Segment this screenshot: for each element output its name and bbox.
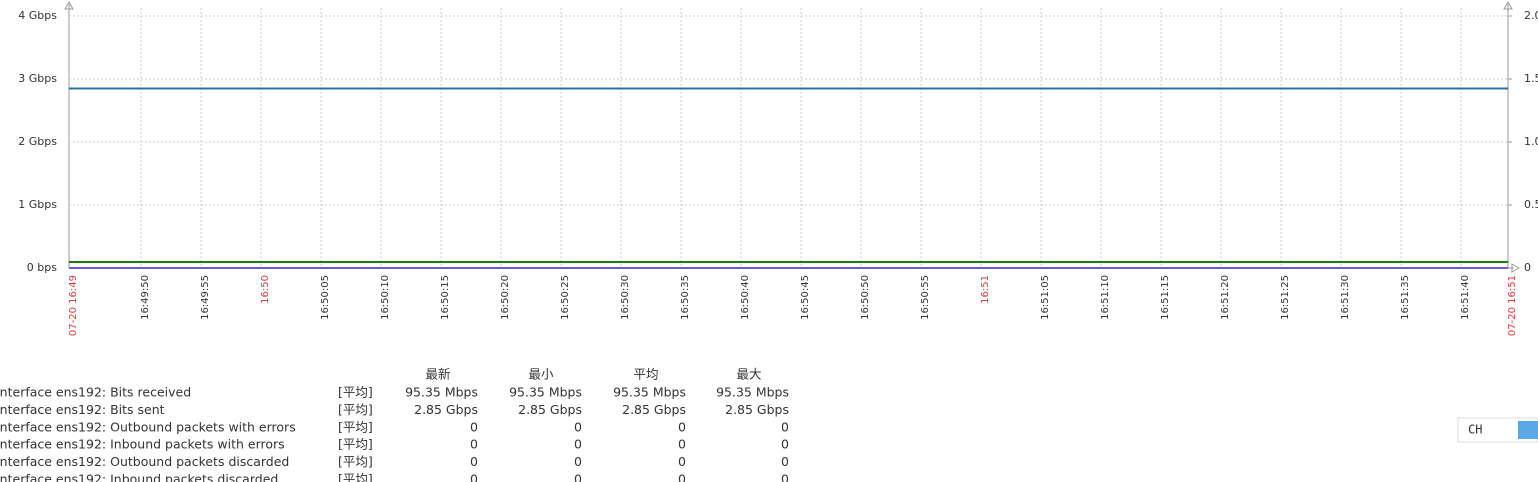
x-tick-label: 16:50:45 — [800, 275, 811, 320]
stat-value: 2.85 Gbps — [414, 402, 478, 417]
y-tick-label: 4 Gbps — [18, 9, 57, 22]
stat-value: 0 — [574, 472, 582, 482]
x-tick-label: 07-20 16:49 — [68, 275, 79, 336]
legend-function: [平均] — [338, 454, 373, 469]
stat-value: 95.35 Mbps — [509, 385, 582, 400]
y-tick-label: 3 Gbps — [18, 72, 57, 85]
ime-label: CH — [1468, 423, 1482, 437]
x-tick-label: 16:50:55 — [920, 275, 931, 320]
axis-arrow — [64, 0, 74, 10]
x-tick-label: 16:49:50 — [140, 275, 151, 320]
x-tick-label: 16:50:35 — [680, 275, 691, 320]
x-tick-label: 16:50 — [260, 275, 271, 304]
x-tick-label: 16:50:05 — [320, 275, 331, 320]
stats-header: 最新 — [425, 367, 450, 382]
legend-function: [平均] — [338, 472, 373, 482]
legend-function: [平均] — [338, 437, 373, 452]
x-tick-label: 16:50:15 — [440, 275, 451, 320]
y-tick-label: 2 Gbps — [18, 135, 57, 148]
ime-icon — [1518, 421, 1538, 439]
stat-value: 0 — [470, 437, 478, 452]
x-tick-label: 16:51:10 — [1100, 275, 1111, 320]
y-tick-label: 0 bps — [27, 261, 57, 274]
y-tick-label: 1 Gbps — [18, 198, 57, 211]
y2-tick-label: 0 — [1524, 261, 1531, 274]
x-tick-label: 16:50:10 — [380, 275, 391, 320]
stat-value: 2.85 Gbps — [622, 402, 686, 417]
stat-value: 0 — [781, 437, 789, 452]
stats-header: 平均 — [633, 367, 658, 382]
legend-name: Interface ens192: Outbound packets disca… — [0, 454, 289, 469]
x-tick-label: 16:49:55 — [200, 275, 211, 320]
stats-header: 最小 — [528, 367, 554, 382]
x-tick-label: 07-20 16:51 — [1507, 275, 1518, 336]
stat-value: 0 — [470, 472, 478, 482]
x-tick-label: 16:51:35 — [1400, 275, 1411, 320]
stat-value: 0 — [470, 454, 478, 469]
legend-name: Interface ens192: Inbound packets discar… — [0, 472, 278, 482]
x-tick-label: 16:51:05 — [1040, 275, 1051, 320]
legend-name: Interface ens192: Bits sent — [0, 402, 165, 417]
y2-tick-label: 1.5 — [1524, 72, 1538, 85]
stats-header: 最大 — [736, 367, 761, 382]
stat-value: 0 — [678, 454, 686, 469]
x-tick-label: 16:51:15 — [1160, 275, 1171, 320]
x-tick-label: 16:50:50 — [860, 275, 871, 320]
stat-value: 95.35 Mbps — [613, 385, 686, 400]
x-tick-label: 16:50:25 — [560, 275, 571, 320]
legend-function: [平均] — [338, 385, 373, 400]
stat-value: 0 — [574, 437, 582, 452]
stat-value: 0 — [678, 419, 686, 434]
legend-function: [平均] — [338, 402, 373, 417]
stat-value: 0 — [781, 454, 789, 469]
x-tick-label: 16:50:30 — [620, 275, 631, 320]
y2-tick-label: 1.0 — [1524, 135, 1538, 148]
y2-tick-label: 2.0 — [1524, 9, 1538, 22]
axis-arrow — [1503, 0, 1513, 10]
stat-value: 0 — [781, 419, 789, 434]
x-tick-label: 16:51:25 — [1280, 275, 1291, 320]
x-tick-label: 16:50:40 — [740, 275, 751, 320]
stat-value: 0 — [574, 419, 582, 434]
legend-name: Interface ens192: Outbound packets with … — [0, 419, 296, 434]
stat-value: 2.85 Gbps — [518, 402, 582, 417]
stat-value: 0 — [574, 454, 582, 469]
stat-value: 0 — [678, 472, 686, 482]
stat-value: 95.35 Mbps — [405, 385, 478, 400]
stat-value: 0 — [781, 472, 789, 482]
stat-value: 0 — [470, 419, 478, 434]
y2-tick-label: 0.5 — [1524, 198, 1538, 211]
legend-function: [平均] — [338, 419, 373, 434]
x-tick-label: 16:51:20 — [1220, 275, 1231, 320]
legend-name: Interface ens192: Bits received — [0, 385, 191, 400]
x-tick-label: 16:51 — [980, 275, 991, 304]
x-tick-label: 16:50:20 — [500, 275, 511, 320]
legend-name: Interface ens192: Inbound packets with e… — [0, 437, 285, 452]
x-tick-label: 16:51:40 — [1460, 275, 1471, 320]
stat-value: 0 — [678, 437, 686, 452]
stat-value: 2.85 Gbps — [725, 402, 789, 417]
x-tick-label: 16:51:30 — [1340, 275, 1351, 320]
stat-value: 95.35 Mbps — [716, 385, 789, 400]
